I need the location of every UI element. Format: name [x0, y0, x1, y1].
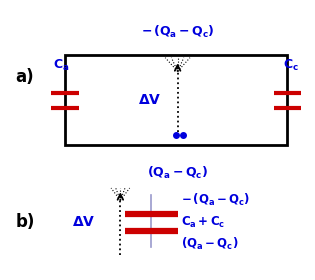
Text: b): b)	[15, 213, 35, 231]
Text: $\mathbf{-\,(Q_a - Q_c)}$: $\mathbf{-\,(Q_a - Q_c)}$	[181, 192, 250, 208]
Text: $\mathbf{\Delta V}$: $\mathbf{\Delta V}$	[72, 215, 95, 229]
Text: $\mathbf{(Q_a - Q_c)}$: $\mathbf{(Q_a - Q_c)}$	[181, 236, 238, 252]
Text: $\mathbf{\Delta V}$: $\mathbf{\Delta V}$	[138, 93, 162, 107]
Text: $\mathbf{(Q_a - Q_c)}$: $\mathbf{(Q_a - Q_c)}$	[147, 165, 208, 181]
Bar	[65, 55, 288, 146]
Text: $\mathbf{-\,(Q_a - Q_c)}$: $\mathbf{-\,(Q_a - Q_c)}$	[141, 24, 215, 40]
Text: $\mathbf{C_c}$: $\mathbf{C_c}$	[283, 58, 299, 73]
Text: $\mathbf{C_a + C_c}$: $\mathbf{C_a + C_c}$	[181, 215, 225, 230]
Text: a): a)	[15, 68, 34, 86]
Text: $\mathbf{C_a}$: $\mathbf{C_a}$	[53, 58, 70, 73]
